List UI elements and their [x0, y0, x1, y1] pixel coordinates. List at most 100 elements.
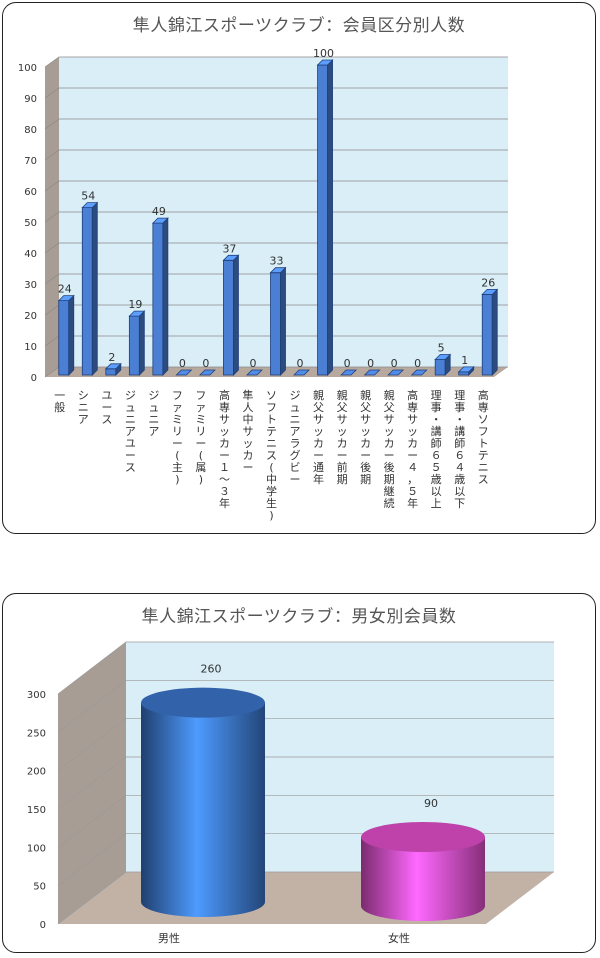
chart1-category-label-glyph: 事: [431, 401, 442, 414]
chart1-data-label: 100: [313, 47, 334, 60]
chart1-gridline: [44, 56, 508, 68]
chart1-y-tick: 80: [24, 125, 37, 136]
chart1-category-label-glyph: ー: [290, 473, 301, 486]
chart1-bar-flat: [410, 369, 428, 376]
chart1-bar-top: [81, 202, 99, 209]
chart1-category-label-glyph: ァ: [195, 401, 206, 414]
chart1-category-label-glyph: サ: [313, 413, 324, 426]
chart1-category-label-glyph: (: [175, 449, 179, 462]
chart1-category-label-glyph: ６: [431, 449, 442, 462]
chart1-bar: [175, 369, 193, 376]
chart2-gridline: [57, 756, 554, 810]
chart1-bar-front: [434, 359, 446, 376]
chart1-category-label-glyph: カ: [219, 437, 230, 450]
chart1-category-label-glyph: ー: [407, 449, 418, 462]
chart1-category-label-glyph: ス: [478, 473, 489, 486]
chart1-bar-top: [481, 288, 499, 295]
chart1-category-label-glyph: 以: [454, 485, 465, 498]
chart1-category-label-glyph: ッ: [360, 425, 371, 438]
chart2-cylinder: [361, 822, 485, 921]
chart1-category-label-glyph: 父: [360, 401, 371, 414]
chart1-category-label-glyph: リ: [195, 425, 206, 438]
chart1-category-label-glyph: 年: [219, 496, 230, 510]
chart1-category-label-glyph: 専: [478, 401, 489, 414]
chart1-data-label: 5: [438, 342, 445, 355]
chart1-data-label: 0: [414, 357, 421, 370]
chart1-category-label-glyph: ミ: [195, 413, 206, 426]
chart1-data-label: 26: [481, 276, 495, 289]
chart1-bar-flat: [363, 369, 381, 376]
chart1-category-label-glyph: ３: [219, 485, 230, 498]
chart1-category-label-glyph: ジ: [148, 389, 159, 402]
chart1-bar: [198, 369, 216, 376]
chart1-category-label-glyph: ジ: [290, 389, 301, 402]
chart1-category-label-glyph: サ: [242, 425, 253, 438]
chart1-category-label-glyph: 下: [454, 497, 465, 510]
chart1-category-label-glyph: サ: [384, 413, 395, 426]
chart1-category-label-glyph: ラ: [290, 437, 301, 450]
chart1-data-label: 1: [461, 354, 468, 367]
chart2-y-tick: 200: [27, 767, 46, 778]
chart1-bar-front: [223, 259, 234, 376]
chart1-bar-flat: [175, 369, 193, 376]
chart1-category-label-glyph: ッ: [242, 437, 253, 450]
chart1-category-label-glyph: 親: [313, 389, 324, 402]
chart1-bar-side: [162, 217, 169, 376]
chart1-category-label-glyph: ア: [125, 425, 136, 438]
chart1-data-label: 2: [108, 351, 115, 364]
chart1-category-label-glyph: ): [175, 473, 179, 486]
chart1-category-label-glyph: １: [219, 461, 230, 474]
chart1-category-label-glyph: ス: [125, 461, 136, 474]
chart1-category-label-glyph: 師: [431, 437, 442, 450]
chart1-category-label-glyph: 期: [384, 473, 395, 486]
chart1-category-label-glyph: ): [199, 473, 203, 486]
chart1-category-label-glyph: ス: [266, 449, 277, 462]
chart1-bar-side: [91, 201, 98, 376]
chart1-category-label-glyph: (: [199, 449, 203, 462]
chart1-category-label-glyph: ユ: [101, 389, 112, 402]
chart1-data-label: 0: [249, 357, 256, 370]
chart1-bar: [104, 362, 122, 376]
chart1-data-label: 54: [81, 190, 95, 203]
chart-panel-by-gender: 隼人錦江スポーツクラブ：男女別会員数 0 50 100 150 200 250 300 260…: [2, 593, 596, 953]
chart1-data-label: 0: [179, 357, 186, 370]
chart1-bar: [434, 353, 452, 376]
chart1-bar-flat: [198, 369, 216, 376]
chart1-category-label-glyph: 親: [337, 389, 348, 402]
chart1-y-tick: 30: [24, 280, 37, 291]
chart1-category-label-glyph: 事: [454, 401, 465, 414]
chart1-gridline: [44, 273, 508, 285]
chart1-category-label-glyph: カ: [337, 437, 348, 450]
chart1-category-label-glyph: 般: [54, 401, 65, 414]
chart1-gridline: [44, 118, 508, 130]
chart1-bar: [81, 201, 99, 376]
chart1-bar-top: [128, 310, 146, 317]
chart1-bar-flat: [293, 369, 310, 376]
chart1-category-label-glyph: サ: [360, 413, 371, 426]
chart1-bar-flat: [340, 369, 358, 376]
chart2-y-tick: 0: [40, 920, 46, 931]
chart1-category-label-glyph: ・: [454, 413, 465, 426]
chart1-data-label: 0: [202, 357, 209, 370]
chart1-category-label-glyph: カ: [384, 437, 395, 450]
chart1-category-label-glyph: テ: [478, 449, 489, 462]
chart2-y-tick: 50: [33, 882, 46, 893]
chart2-gridline: [57, 718, 554, 771]
chart1-bar-front: [128, 315, 140, 376]
chart1-data-label: 49: [152, 205, 166, 218]
chart1-category-label-glyph: ー: [125, 449, 136, 462]
chart1-category-label-glyph: 後: [360, 460, 371, 474]
chart1-category-label-glyph: ッ: [313, 425, 324, 438]
chart1-bar-top: [269, 267, 287, 274]
chart1-bar: [128, 310, 146, 376]
chart1-category-label-glyph: ５: [431, 461, 442, 474]
chart1-category-label-glyph: ア: [148, 425, 159, 438]
chart1-category-label-glyph: 属: [195, 461, 206, 474]
chart1-bar-side: [280, 266, 286, 376]
chart1-bar-front: [105, 368, 117, 376]
chart1-category-label-glyph: (: [269, 461, 273, 474]
chart1-y-tick: 70: [24, 156, 37, 167]
chart1-bar: [387, 369, 405, 376]
chart1-category-label-glyph: シ: [78, 389, 89, 402]
chart1-category-label-glyph: 主: [172, 461, 183, 474]
